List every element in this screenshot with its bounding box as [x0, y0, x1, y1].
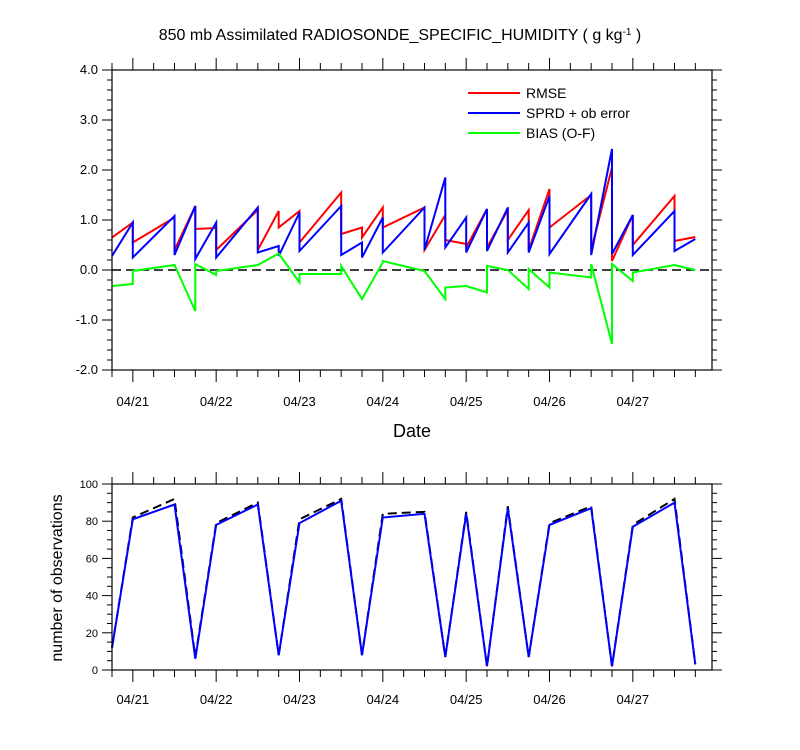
bottom-y-tick-label: 60 [86, 553, 98, 565]
legend-label-1: SPRD + ob error [526, 105, 630, 121]
chart-title-main: 850 mb Assimilated RADIOSONDE_SPECIFIC_H… [159, 27, 623, 44]
top-x-tick-label: 04/22 [200, 394, 233, 409]
top-x-tick-label: 04/27 [617, 394, 650, 409]
top-y-tick-label: -1.0 [76, 312, 98, 327]
top-x-tick-label: 04/26 [533, 394, 566, 409]
top-plot-panel: -2.0 -1.0 0.0 1.0 2.0 3.0 4.0 04/21 04/22 04/23 04… [76, 58, 722, 409]
bottom-x-tick-label: 04/21 [117, 692, 150, 707]
bottom-x-tick-label: 04/22 [200, 692, 233, 707]
top-y-tick-label: 3.0 [80, 112, 98, 127]
bottom-x-tick-label: 04/25 [450, 692, 483, 707]
top-y-tick-label: 0.0 [80, 262, 98, 277]
top-y-tick-label: 4.0 [80, 62, 98, 77]
bottom-y-tick-label: 20 [86, 628, 98, 640]
bottom-x-tick-label: 04/27 [617, 692, 650, 707]
bottom-y-tick-label: 40 [86, 591, 98, 603]
bottom-y-axis-label: number of observations [49, 494, 66, 661]
chart-title: 850 mb Assimilated RADIOSONDE_SPECIFIC_H… [159, 27, 642, 45]
bottom-plot-frame [111, 483, 713, 671]
chart-title-suffix: ) [631, 27, 641, 44]
top-x-axis-label: Date [393, 421, 431, 441]
top-series-line-2 [111, 252, 696, 345]
top-x-tick-label: 04/21 [117, 394, 150, 409]
legend-label-0: RMSE [526, 85, 566, 101]
bottom-series-line-1 [111, 499, 697, 667]
top-series-line-1 [111, 148, 696, 263]
top-series-line-0 [111, 167, 696, 262]
top-y-tick-label: 2.0 [80, 162, 98, 177]
legend-label-2: BIAS (O-F) [526, 125, 595, 141]
top-x-tick-label: 04/25 [450, 394, 483, 409]
bottom-y-tick-label: 0 [92, 665, 98, 677]
bottom-y-tick-label: 100 [80, 479, 98, 491]
bottom-x-tick-label: 04/24 [367, 692, 400, 707]
top-y-tick-label: -2.0 [76, 362, 98, 377]
bottom-plot-panel: 0 20 40 60 80 100 04/21 04/22 04/23 04/24 04/25 04/… [80, 472, 722, 707]
bottom-y-tick-label: 80 [86, 516, 98, 528]
chart-title-exponent: -1 [623, 27, 632, 38]
bottom-x-tick-label: 04/23 [283, 692, 316, 707]
top-y-tick-label: 1.0 [80, 212, 98, 227]
top-x-tick-label: 04/23 [283, 394, 316, 409]
legend: RMSE SPRD + ob error BIAS (O-F) [468, 85, 630, 141]
top-x-tick-label: 04/24 [367, 394, 400, 409]
bottom-x-tick-label: 04/26 [533, 692, 566, 707]
